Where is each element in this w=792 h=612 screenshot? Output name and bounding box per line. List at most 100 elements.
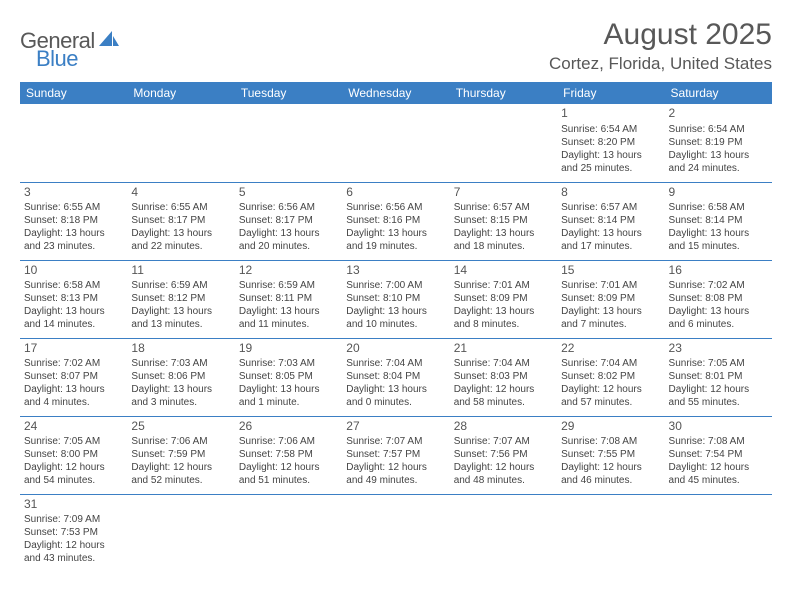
daylight: Daylight: 12 hours and 57 minutes. [561, 383, 660, 409]
daylight: Daylight: 12 hours and 54 minutes. [24, 461, 123, 487]
daylight: Daylight: 13 hours and 0 minutes. [346, 383, 445, 409]
day-number: 22 [561, 341, 660, 357]
calendar-cell: 28Sunrise: 7:07 AMSunset: 7:56 PMDayligh… [450, 416, 557, 494]
sunset: Sunset: 8:07 PM [24, 370, 123, 383]
calendar-page: General August 2025 Cortez, Florida, Uni… [0, 0, 792, 590]
sunrise: Sunrise: 7:04 AM [346, 357, 445, 370]
day-number: 10 [24, 263, 123, 279]
day-number: 14 [454, 263, 553, 279]
calendar-cell: 7Sunrise: 6:57 AMSunset: 8:15 PMDaylight… [450, 182, 557, 260]
day-number: 7 [454, 185, 553, 201]
sunset: Sunset: 8:09 PM [454, 292, 553, 305]
day-number: 28 [454, 419, 553, 435]
daylight: Daylight: 13 hours and 13 minutes. [131, 305, 230, 331]
sunrise: Sunrise: 7:05 AM [24, 435, 123, 448]
day-number: 20 [346, 341, 445, 357]
calendar-cell: 17Sunrise: 7:02 AMSunset: 8:07 PMDayligh… [20, 338, 127, 416]
sunrise: Sunrise: 7:05 AM [669, 357, 768, 370]
calendar-cell: 30Sunrise: 7:08 AMSunset: 7:54 PMDayligh… [665, 416, 772, 494]
sunset: Sunset: 7:59 PM [131, 448, 230, 461]
day-number: 30 [669, 419, 768, 435]
sunset: Sunset: 8:01 PM [669, 370, 768, 383]
days-of-week-row: SundayMondayTuesdayWednesdayThursdayFrid… [20, 82, 772, 104]
sunrise: Sunrise: 6:56 AM [346, 201, 445, 214]
daylight: Daylight: 12 hours and 55 minutes. [669, 383, 768, 409]
daylight: Daylight: 12 hours and 49 minutes. [346, 461, 445, 487]
sunrise: Sunrise: 6:57 AM [561, 201, 660, 214]
sunrise: Sunrise: 6:59 AM [131, 279, 230, 292]
day-number: 17 [24, 341, 123, 357]
logo-sub: Blue [36, 46, 78, 72]
sunrise: Sunrise: 7:07 AM [454, 435, 553, 448]
sunset: Sunset: 7:56 PM [454, 448, 553, 461]
sunrise: Sunrise: 7:07 AM [346, 435, 445, 448]
calendar-cell [20, 104, 127, 182]
day-number: 25 [131, 419, 230, 435]
calendar-cell: 22Sunrise: 7:04 AMSunset: 8:02 PMDayligh… [557, 338, 664, 416]
calendar-row: 17Sunrise: 7:02 AMSunset: 8:07 PMDayligh… [20, 338, 772, 416]
calendar-head: SundayMondayTuesdayWednesdayThursdayFrid… [20, 82, 772, 104]
sunrise: Sunrise: 7:02 AM [669, 279, 768, 292]
sunrise: Sunrise: 6:58 AM [24, 279, 123, 292]
sunset: Sunset: 8:12 PM [131, 292, 230, 305]
calendar-cell [665, 494, 772, 572]
daylight: Daylight: 12 hours and 52 minutes. [131, 461, 230, 487]
daylight: Daylight: 13 hours and 15 minutes. [669, 227, 768, 253]
sunrise: Sunrise: 7:04 AM [561, 357, 660, 370]
sunset: Sunset: 8:02 PM [561, 370, 660, 383]
calendar-cell: 21Sunrise: 7:04 AMSunset: 8:03 PMDayligh… [450, 338, 557, 416]
day-number: 27 [346, 419, 445, 435]
sunset: Sunset: 8:13 PM [24, 292, 123, 305]
daylight: Daylight: 12 hours and 48 minutes. [454, 461, 553, 487]
sunrise: Sunrise: 7:06 AM [131, 435, 230, 448]
calendar-cell: 5Sunrise: 6:56 AMSunset: 8:17 PMDaylight… [235, 182, 342, 260]
sunset: Sunset: 8:18 PM [24, 214, 123, 227]
calendar-cell: 19Sunrise: 7:03 AMSunset: 8:05 PMDayligh… [235, 338, 342, 416]
calendar-cell: 27Sunrise: 7:07 AMSunset: 7:57 PMDayligh… [342, 416, 449, 494]
sunset: Sunset: 8:11 PM [239, 292, 338, 305]
day-number: 3 [24, 185, 123, 201]
daylight: Daylight: 12 hours and 46 minutes. [561, 461, 660, 487]
calendar-cell [127, 104, 234, 182]
daylight: Daylight: 13 hours and 20 minutes. [239, 227, 338, 253]
sunset: Sunset: 8:08 PM [669, 292, 768, 305]
day-number: 5 [239, 185, 338, 201]
sunset: Sunset: 8:00 PM [24, 448, 123, 461]
day-number: 24 [24, 419, 123, 435]
day-number: 19 [239, 341, 338, 357]
calendar-cell [127, 494, 234, 572]
daylight: Daylight: 13 hours and 11 minutes. [239, 305, 338, 331]
sunrise: Sunrise: 7:08 AM [561, 435, 660, 448]
day-number: 31 [24, 497, 123, 513]
daylight: Daylight: 13 hours and 24 minutes. [669, 149, 768, 175]
calendar-cell: 3Sunrise: 6:55 AMSunset: 8:18 PMDaylight… [20, 182, 127, 260]
day-header: Wednesday [342, 82, 449, 104]
sunrise: Sunrise: 6:55 AM [24, 201, 123, 214]
sunrise: Sunrise: 7:06 AM [239, 435, 338, 448]
sunset: Sunset: 8:04 PM [346, 370, 445, 383]
calendar-cell: 29Sunrise: 7:08 AMSunset: 7:55 PMDayligh… [557, 416, 664, 494]
daylight: Daylight: 13 hours and 25 minutes. [561, 149, 660, 175]
daylight: Daylight: 13 hours and 7 minutes. [561, 305, 660, 331]
daylight: Daylight: 13 hours and 22 minutes. [131, 227, 230, 253]
sunset: Sunset: 7:58 PM [239, 448, 338, 461]
sunset: Sunset: 8:15 PM [454, 214, 553, 227]
sunrise: Sunrise: 6:54 AM [669, 123, 768, 136]
sunrise: Sunrise: 6:54 AM [561, 123, 660, 136]
daylight: Daylight: 12 hours and 51 minutes. [239, 461, 338, 487]
sunrise: Sunrise: 7:00 AM [346, 279, 445, 292]
daylight: Daylight: 13 hours and 14 minutes. [24, 305, 123, 331]
calendar-cell [342, 494, 449, 572]
daylight: Daylight: 13 hours and 4 minutes. [24, 383, 123, 409]
sunrise: Sunrise: 7:03 AM [131, 357, 230, 370]
sunrise: Sunrise: 6:56 AM [239, 201, 338, 214]
calendar-row: 10Sunrise: 6:58 AMSunset: 8:13 PMDayligh… [20, 260, 772, 338]
sunset: Sunset: 8:16 PM [346, 214, 445, 227]
daylight: Daylight: 12 hours and 43 minutes. [24, 539, 123, 565]
calendar-cell [450, 494, 557, 572]
day-number: 2 [669, 106, 768, 122]
calendar-cell: 13Sunrise: 7:00 AMSunset: 8:10 PMDayligh… [342, 260, 449, 338]
sunrise: Sunrise: 7:08 AM [669, 435, 768, 448]
calendar-row: 24Sunrise: 7:05 AMSunset: 8:00 PMDayligh… [20, 416, 772, 494]
calendar-cell: 23Sunrise: 7:05 AMSunset: 8:01 PMDayligh… [665, 338, 772, 416]
